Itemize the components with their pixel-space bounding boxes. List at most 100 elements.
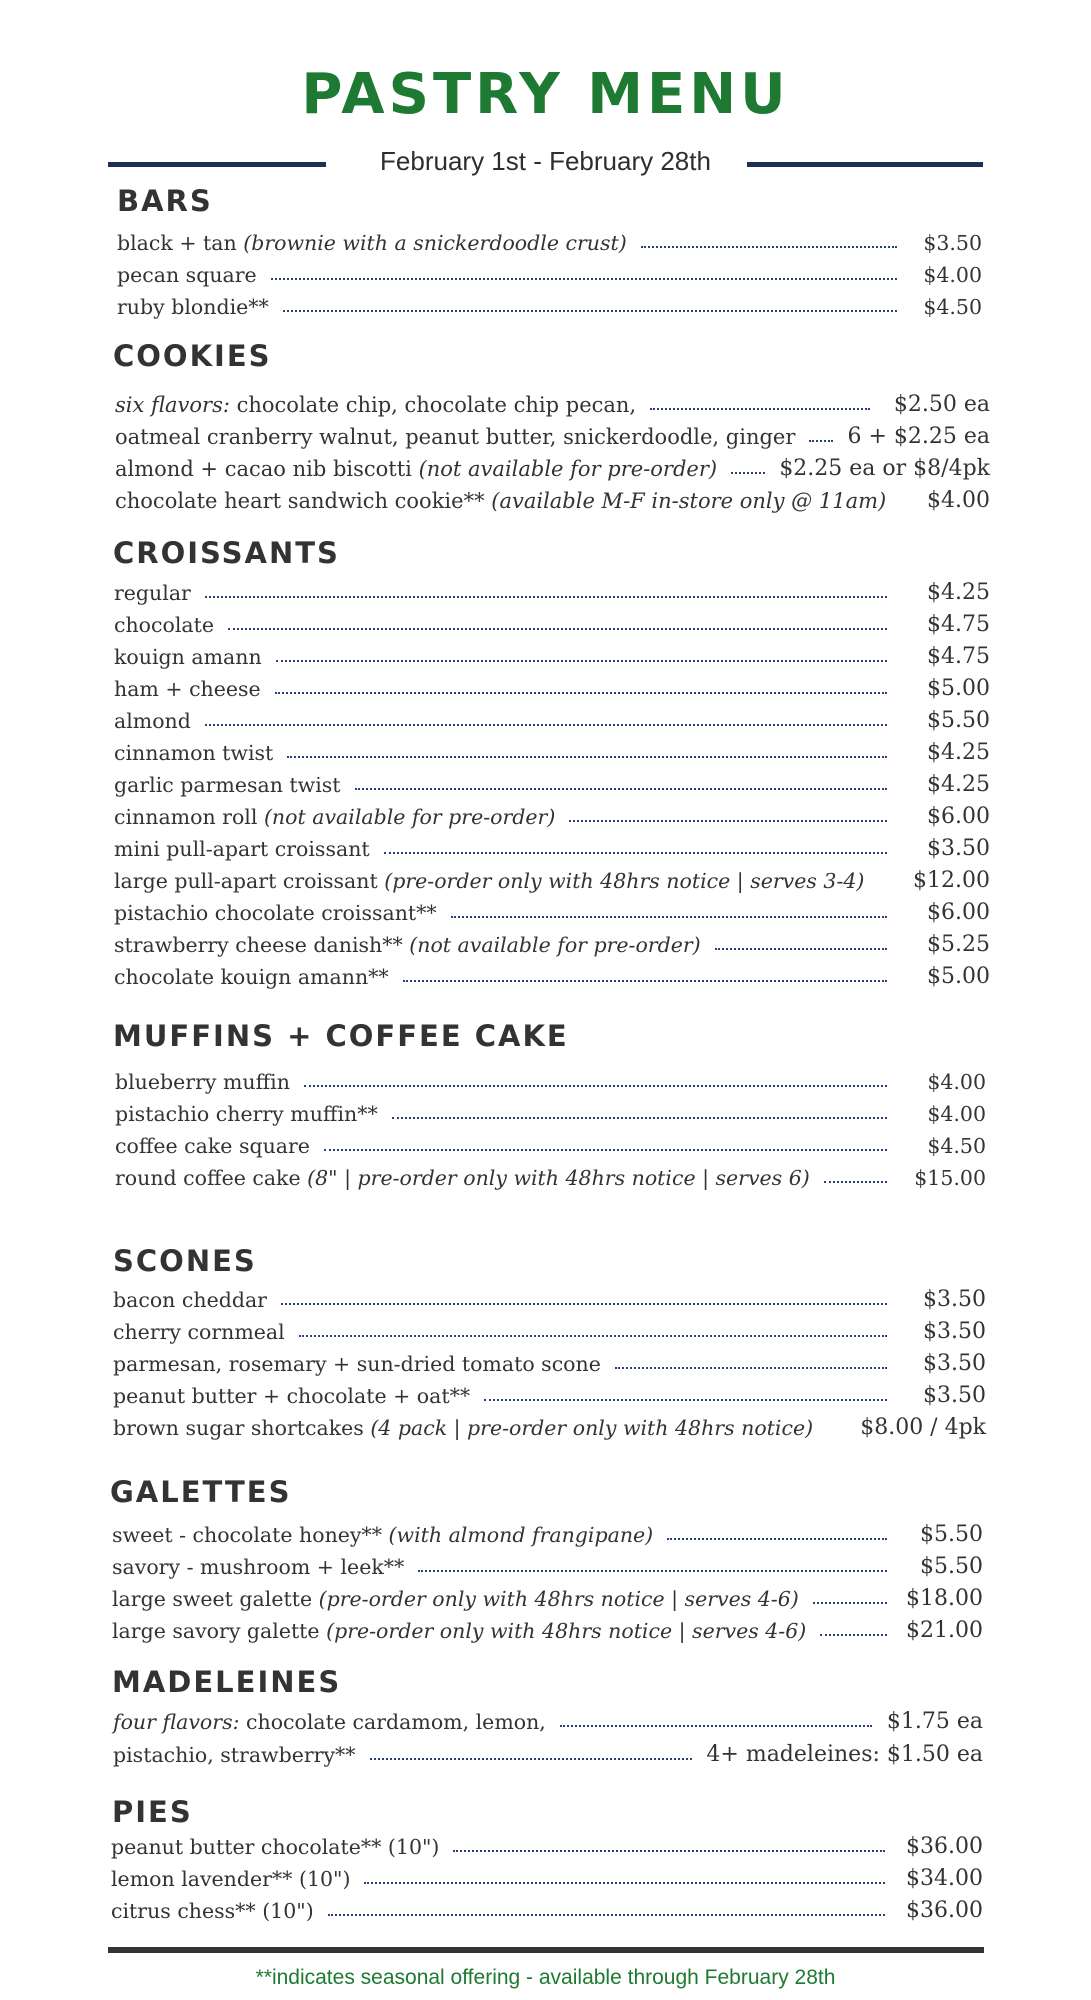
item-name: chocolate cardamom, lemon, — [239, 1710, 546, 1734]
item-description: large pull-apart croissant (pre-order on… — [114, 866, 864, 896]
item-price: $6.00 — [927, 804, 990, 829]
item-description: savory - mushroom + leek** — [112, 1552, 404, 1582]
menu-item: chocolate $4.75 — [114, 610, 990, 640]
item-name: parmesan, rosemary + sun-dried tomato sc… — [113, 1352, 601, 1376]
item-price: $36.00 — [906, 1898, 983, 1923]
item-name: pistachio, strawberry** — [113, 1743, 356, 1767]
item-description: cherry cornmeal — [113, 1317, 285, 1347]
menu-item: pecan square $4.00 — [117, 260, 982, 290]
item-flavors-label: six flavors: — [115, 393, 230, 417]
item-description: citrus chess** (10") — [111, 1896, 314, 1926]
item-name: coffee cake square — [115, 1134, 310, 1158]
item-name: cinnamon roll — [114, 805, 264, 829]
dotted-leader — [323, 1149, 887, 1151]
item-price: $5.50 — [927, 708, 990, 733]
dotted-leader — [453, 1850, 885, 1852]
section-title: GALETTES — [110, 1475, 292, 1509]
menu-item: oatmeal cranberry walnut, peanut butter,… — [115, 422, 990, 452]
dotted-leader — [640, 246, 897, 248]
item-description: pecan square — [117, 260, 257, 290]
item-description: large sweet galette (pre-order only with… — [112, 1584, 799, 1614]
item-description: pistachio chocolate croissant** — [114, 898, 437, 928]
item-price: $6.00 — [927, 900, 990, 925]
dotted-leader — [274, 692, 887, 694]
menu-item: round coffee cake (8" | pre-order only w… — [115, 1163, 986, 1193]
menu-item: bacon cheddar $3.50 — [113, 1285, 986, 1315]
item-name: savory - mushroom + leek** — [112, 1555, 405, 1579]
item-name: peanut butter + chocolate + oat** — [113, 1384, 471, 1408]
dotted-leader — [820, 1634, 887, 1636]
item-note: (not available for pre-order) — [418, 457, 718, 481]
item-price: $4.25 — [927, 740, 990, 765]
dotted-leader — [809, 440, 834, 442]
dotted-leader — [383, 852, 887, 854]
menu-item: ham + cheese $5.00 — [114, 674, 990, 704]
menu-title: PASTRY MENU — [301, 62, 790, 127]
dotted-leader — [569, 820, 887, 822]
item-price: $4.50 — [927, 1134, 986, 1158]
item-price: $5.00 — [927, 676, 990, 701]
item-price: $4.25 — [927, 772, 990, 797]
item-description: six flavors: chocolate chip, chocolate c… — [115, 390, 636, 420]
item-name: sweet - chocolate honey** — [112, 1523, 389, 1547]
item-price: $4.25 — [927, 580, 990, 605]
dotted-leader — [282, 310, 897, 312]
dotted-leader — [484, 1399, 887, 1401]
item-note: (pre-order only with 48hrs notice | serv… — [384, 869, 865, 893]
menu-item: coffee cake square $4.50 — [115, 1131, 986, 1161]
item-name: regular — [114, 581, 191, 605]
item-price: $4.50 — [923, 295, 982, 319]
item-description: cinnamon twist — [114, 738, 273, 768]
item-description: parmesan, rosemary + sun-dried tomato sc… — [113, 1349, 601, 1379]
dotted-leader — [391, 1117, 887, 1119]
item-description: ham + cheese — [114, 674, 261, 704]
dotted-leader — [204, 596, 887, 598]
item-price: 4+ madeleines: $1.50 ea — [706, 1742, 983, 1767]
item-note: (pre-order only with 48hrs notice | serv… — [318, 1587, 799, 1611]
menu-item: parmesan, rosemary + sun-dried tomato sc… — [113, 1349, 986, 1379]
item-note: (not available for pre-order) — [409, 933, 701, 957]
dotted-leader — [327, 1914, 885, 1916]
menu-item: almond + cacao nib biscotti (not availab… — [115, 454, 990, 484]
item-description: ruby blondie** — [117, 292, 269, 322]
menu-item: pistachio cherry muffin** $4.00 — [115, 1099, 986, 1129]
item-name: large sweet galette — [112, 1587, 319, 1611]
item-description: coffee cake square — [115, 1131, 310, 1161]
item-description: pistachio cherry muffin** — [115, 1099, 378, 1129]
item-description: pistachio, strawberry** — [113, 1740, 356, 1770]
menu-item: ruby blondie** $4.50 — [117, 292, 982, 322]
item-name: lemon lavender** (10") — [111, 1867, 351, 1891]
menu-item: almond $5.50 — [114, 706, 990, 736]
menu-item: cinnamon twist $4.25 — [114, 738, 990, 768]
dotted-leader — [418, 1570, 887, 1572]
item-name: garlic parmesan twist — [114, 773, 341, 797]
item-name: ham + cheese — [114, 677, 261, 701]
item-description: chocolate kouign amann** — [114, 962, 389, 992]
item-name: peanut butter chocolate** (10") — [111, 1835, 440, 1859]
dotted-leader — [275, 660, 887, 662]
dotted-leader — [287, 756, 887, 758]
menu-item: cherry cornmeal $3.50 — [113, 1317, 986, 1347]
item-description: brown sugar shortcakes (4 pack | pre-ord… — [113, 1413, 813, 1443]
dotted-leader — [650, 408, 870, 410]
item-description: bacon cheddar — [113, 1285, 267, 1315]
dotted-leader — [270, 278, 897, 280]
section-title: BARS — [117, 184, 213, 218]
item-note: (with almond frangipane) — [388, 1523, 654, 1547]
item-price: $5.00 — [927, 964, 990, 989]
menu-item: cinnamon roll (not available for pre-ord… — [114, 802, 990, 832]
item-name: kouign amann — [114, 645, 262, 669]
item-name: chocolate heart sandwich cookie** — [115, 489, 492, 513]
menu-item: chocolate kouign amann** $5.00 — [114, 962, 990, 992]
item-note: (8" | pre-order only with 48hrs notice |… — [307, 1166, 810, 1190]
item-price: $5.25 — [927, 932, 990, 957]
seasonal-footnote: **indicates seasonal offering - availabl… — [255, 1966, 836, 1989]
dotted-leader — [667, 1538, 887, 1540]
dotted-leader — [280, 1303, 887, 1305]
item-name: mini pull-apart croissant — [114, 837, 370, 861]
menu-item: six flavors: chocolate chip, chocolate c… — [115, 390, 990, 420]
section-title: CROISSANTS — [113, 536, 340, 570]
item-price: $2.25 ea or $8/4pk — [779, 456, 990, 481]
item-name: ruby blondie** — [117, 295, 269, 319]
item-price: $1.75 ea — [886, 1709, 983, 1734]
